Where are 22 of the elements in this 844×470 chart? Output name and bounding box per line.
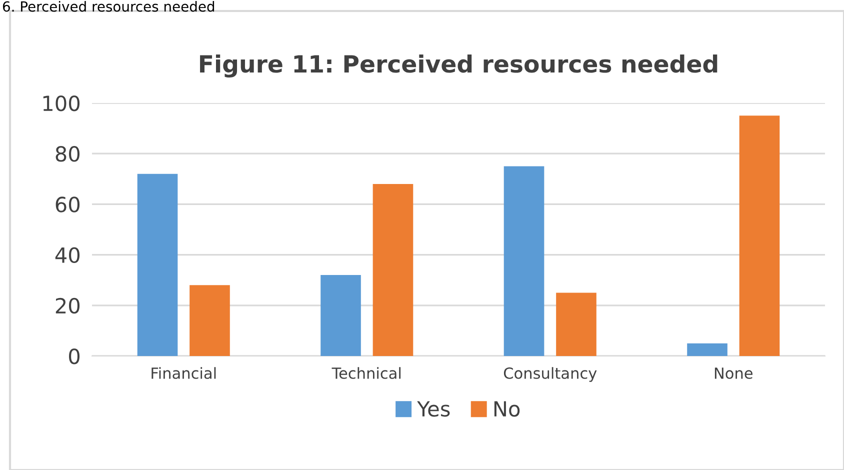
legend-label: Yes [417, 401, 450, 417]
bar [372, 184, 414, 356]
bar [556, 292, 596, 356]
bar [739, 116, 780, 356]
text: 6. Perceived resources needed [2, 1, 214, 12]
bar [320, 275, 361, 356]
y-tick-label: 80 [56, 146, 80, 162]
x-tick-label: None [714, 368, 752, 379]
x-tick-label: Technical [332, 367, 401, 379]
y-tick-label: 0 [69, 348, 80, 364]
x-tick-label: Consultancy [504, 367, 597, 382]
bar [190, 285, 230, 356]
legend-label: No [494, 401, 520, 417]
y-tick-label: 40 [55, 247, 80, 264]
y-tick-label: 100 [43, 95, 80, 112]
x-tick-label: Financial [152, 367, 216, 379]
bar [687, 343, 728, 356]
bar [137, 174, 178, 356]
bar [504, 166, 544, 356]
y-tick-label: 20 [56, 298, 80, 314]
chart-title: Figure 11: Perceived resources needed [200, 54, 718, 78]
y-tick-label: 60 [56, 196, 80, 212]
